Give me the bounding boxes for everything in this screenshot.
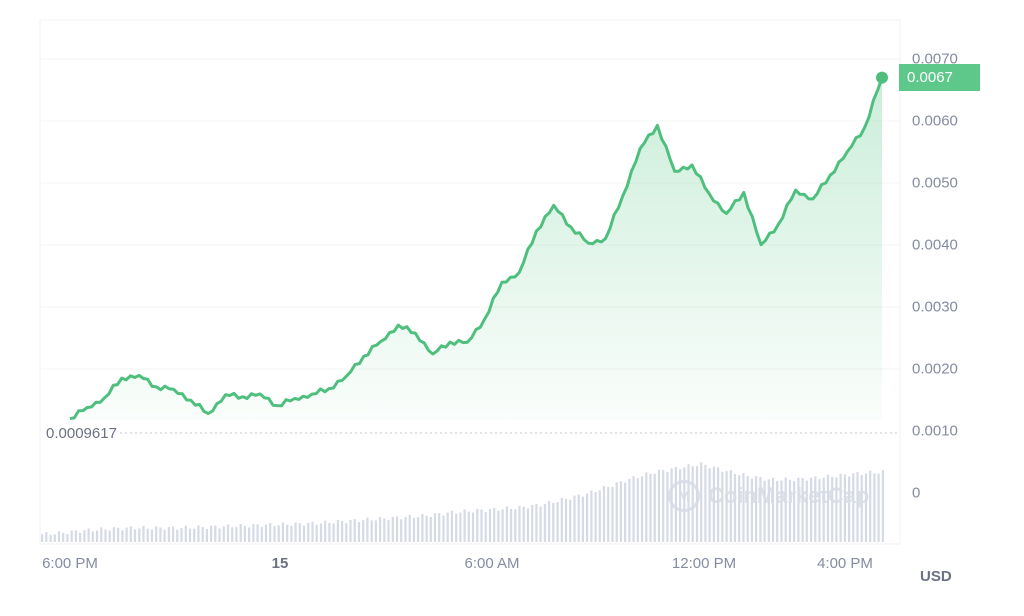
y-tick-label: 0.0020 <box>912 360 958 378</box>
watermark-text: CoinMarketCap <box>708 483 870 508</box>
plot-frame <box>39 19 901 545</box>
price-area-fill <box>70 77 882 420</box>
currency-label[interactable]: USD <box>920 568 952 585</box>
coinmarketcap-logo-icon: M <box>668 480 700 512</box>
y-tick-label: 0.0030 <box>912 298 958 316</box>
x-tick-label: 4:00 PM <box>817 555 873 572</box>
y-tick-label: 0 <box>912 484 921 502</box>
x-tick-label: 12:00 PM <box>671 555 737 572</box>
volume-bars <box>41 462 884 542</box>
x-tick-label: 6:00 AM <box>464 555 520 572</box>
y-tick-label: 0.0010 <box>912 422 958 440</box>
current-price-dot[interactable] <box>876 71 888 84</box>
y-tick-label: 0.0060 <box>912 112 958 130</box>
x-tick-label: 15 <box>271 555 289 572</box>
start-price-label: 0.0009617 <box>46 425 117 442</box>
x-tick-label: 6:00 PM <box>42 555 98 572</box>
watermark: M CoinMarketCap <box>668 480 869 512</box>
y-tick-label: 0.0050 <box>912 174 958 192</box>
y-tick-label: 0.0040 <box>912 236 958 254</box>
y-tick-label: 0.0070 <box>912 50 958 68</box>
price-line[interactable] <box>69 77 884 421</box>
current-price-badge: 0.0067 <box>899 64 980 91</box>
